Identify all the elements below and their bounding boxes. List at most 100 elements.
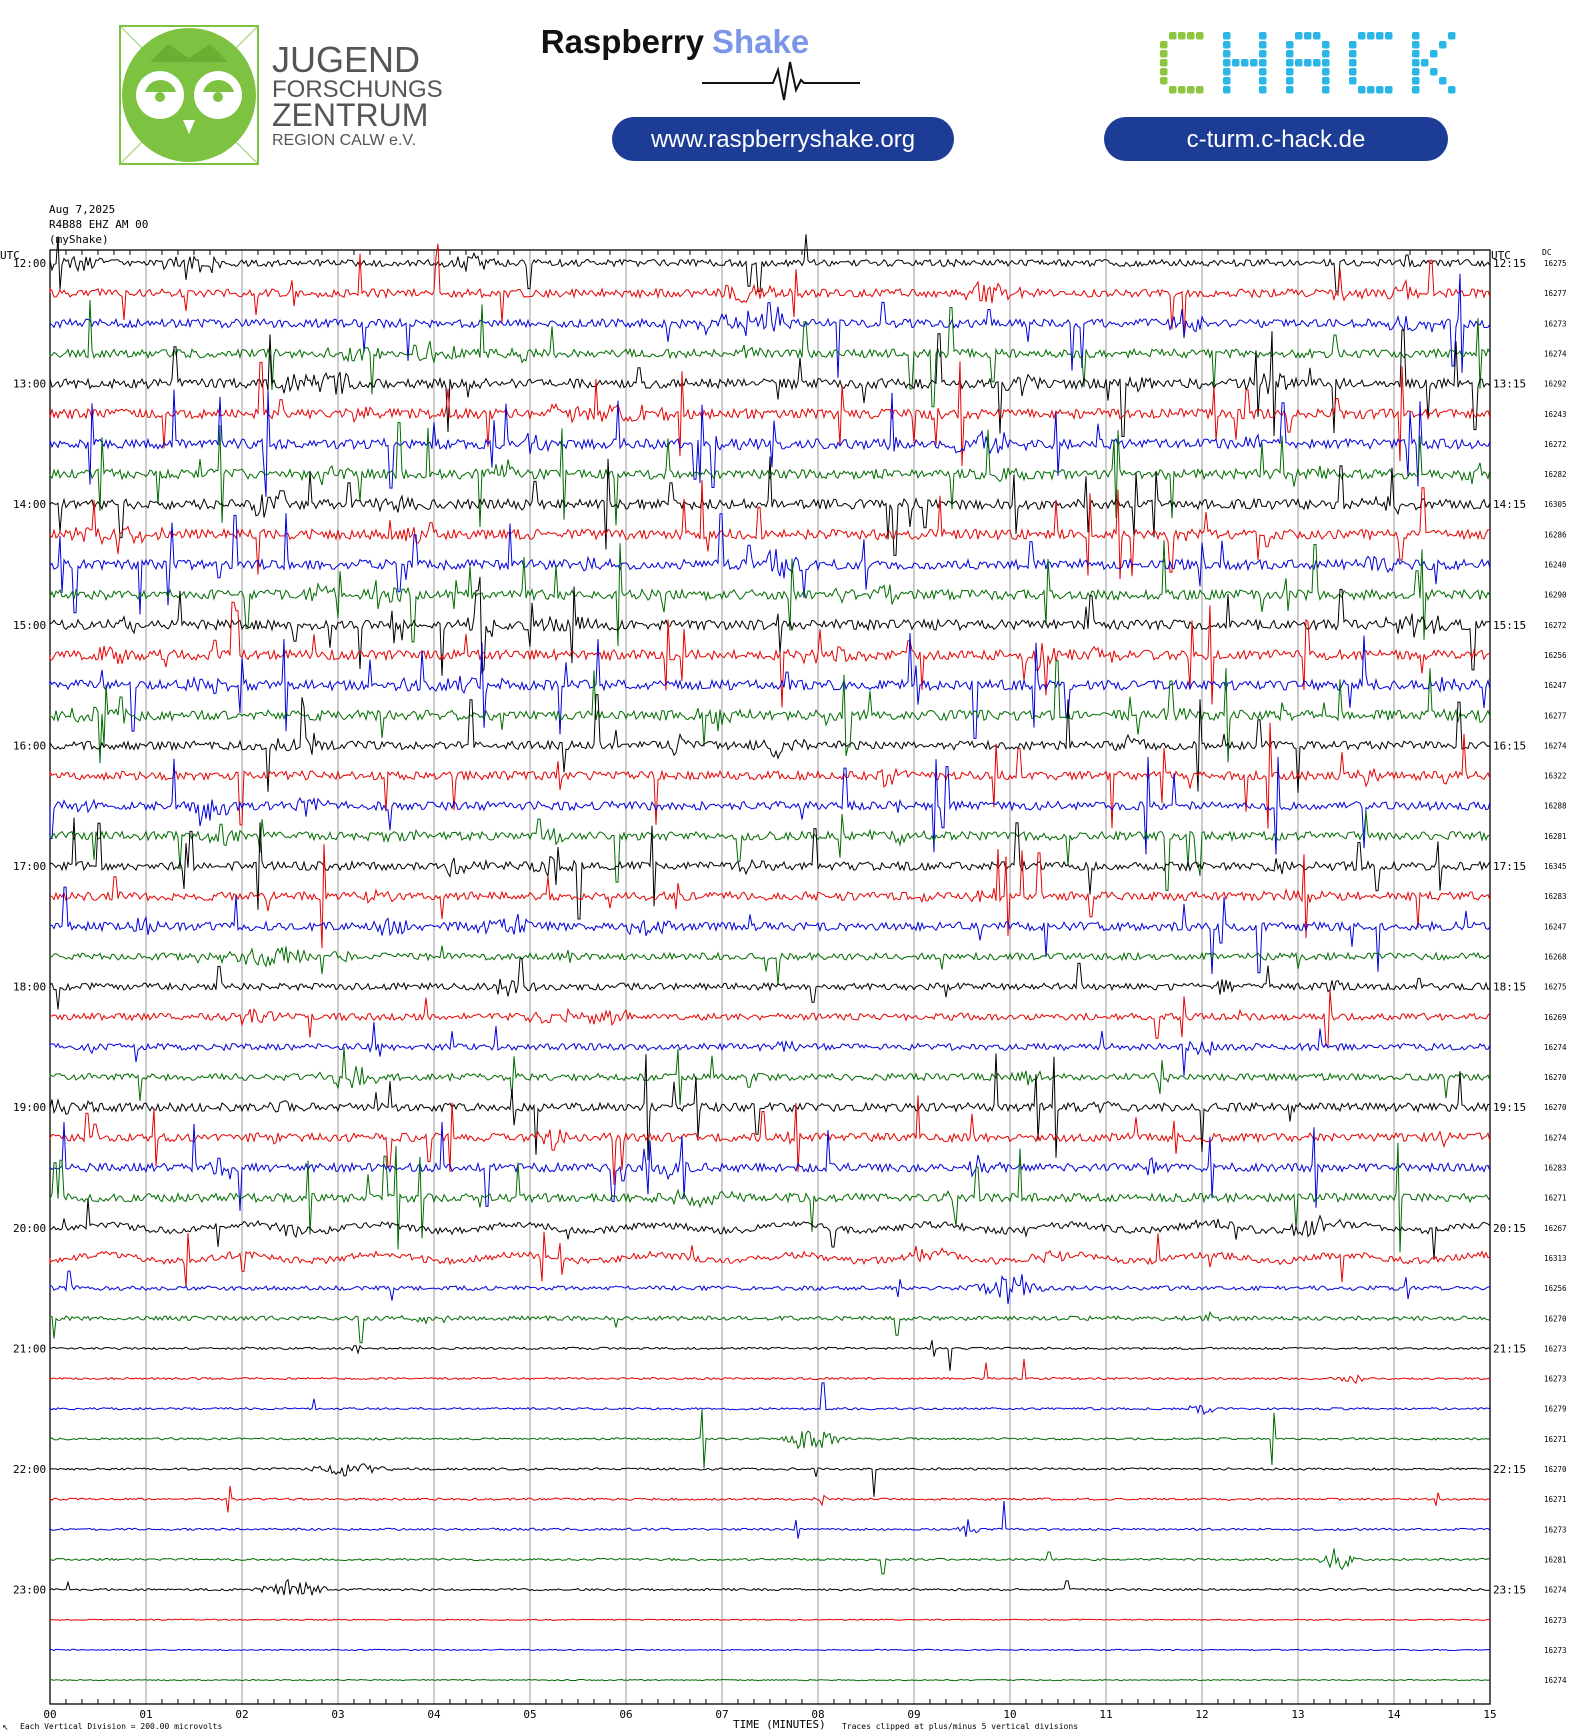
chack-dot xyxy=(1358,86,1366,94)
dc-offset-label: 16256 xyxy=(1544,651,1567,660)
chack-dot xyxy=(1196,32,1204,40)
chack-dot xyxy=(1304,59,1312,67)
x-tick-label: 02 xyxy=(235,1708,248,1721)
seismic-trace xyxy=(49,632,1491,739)
x-tick-label: 11 xyxy=(1099,1708,1112,1721)
hour-label-left: 22:00 xyxy=(13,1463,46,1476)
x-tick-label: 12 xyxy=(1195,1708,1208,1721)
dc-offset-label: 16283 xyxy=(1544,892,1567,901)
chack-dot xyxy=(1412,59,1420,67)
seismic-trace xyxy=(49,480,1491,580)
dc-offset-label: 16281 xyxy=(1544,1555,1567,1564)
chack-dot xyxy=(1412,50,1420,58)
chack-dot xyxy=(1259,41,1267,49)
dc-offset-label: 16292 xyxy=(1544,380,1567,389)
hour-label-right: 17:15 xyxy=(1493,860,1526,873)
hour-label-left: 14:00 xyxy=(13,498,46,511)
dc-offset-label: 16290 xyxy=(1544,591,1567,600)
seismic-trace xyxy=(49,1231,1491,1288)
seismic-trace xyxy=(49,329,1491,437)
chack-dot xyxy=(1286,59,1294,67)
dc-offset-label: 16273 xyxy=(1544,1616,1567,1625)
dc-offset-label: 16288 xyxy=(1544,802,1567,811)
chack-dot xyxy=(1313,59,1321,67)
seismic-trace xyxy=(49,1500,1491,1539)
chack-dot xyxy=(1385,86,1393,94)
seismic-trace xyxy=(49,1022,1491,1076)
dc-offset-label: 16271 xyxy=(1544,1194,1567,1203)
chack-dot xyxy=(1430,68,1438,76)
chack-url: c-turm.c-hack.de xyxy=(1187,126,1366,153)
header-banner: JUGEND FORSCHUNGS ZENTRUM REGION CALW e.… xyxy=(119,23,1456,165)
seismic-trace xyxy=(49,694,1491,793)
chack-dot xyxy=(1223,68,1231,76)
chack-logo xyxy=(1160,32,1456,94)
seismic-trace xyxy=(49,817,1491,920)
seismic-trace xyxy=(49,361,1491,467)
hour-label-right: 15:15 xyxy=(1493,619,1526,632)
hour-label-left: 13:00 xyxy=(13,378,46,391)
dc-offset-label: 16243 xyxy=(1544,410,1567,419)
footer-right-note: Traces clipped at plus/minus 5 vertical … xyxy=(842,1722,1078,1731)
chack-dot xyxy=(1295,59,1303,67)
seismic-trace xyxy=(49,1618,1491,1621)
minute-grid xyxy=(49,249,1491,1705)
dc-offset-label: 16286 xyxy=(1544,530,1567,539)
hour-label-left: 23:00 xyxy=(13,1584,46,1597)
seismic-trace xyxy=(49,1095,1491,1185)
jfz-line4: REGION CALW e.V. xyxy=(272,132,416,149)
x-tick-label: 09 xyxy=(907,1708,920,1721)
jfz-owl-logo xyxy=(119,25,259,165)
chack-dot xyxy=(1376,32,1384,40)
dc-offset-label: 16270 xyxy=(1544,1314,1567,1323)
dc-offset-label: 16345 xyxy=(1544,862,1567,871)
dc-offset-label: 16274 xyxy=(1544,1043,1567,1052)
chack-dot xyxy=(1313,32,1321,40)
date-label: Aug 7,2025 xyxy=(49,203,115,216)
hour-label-left: 20:00 xyxy=(13,1222,46,1235)
raspberryshake-url-pill[interactable]: www.raspberryshake.org xyxy=(612,117,954,161)
seismic-trace xyxy=(49,1142,1491,1253)
chack-dot xyxy=(1412,68,1420,76)
chack-dot xyxy=(1322,41,1330,49)
dc-offset-label: 16313 xyxy=(1544,1254,1567,1263)
axis-labels: 00 01 02 03 04 05 06 07 08 09 10 11 12 13 14 15 12:00 13:… xyxy=(13,257,1567,1721)
chack-url-pill[interactable]: c-turm.c-hack.de xyxy=(1104,117,1448,161)
seismic-trace xyxy=(49,1548,1491,1575)
chack-dot xyxy=(1223,77,1231,85)
hour-label-right: 22:15 xyxy=(1493,1463,1526,1476)
x-tick-label: 07 xyxy=(715,1708,728,1721)
chack-dot xyxy=(1412,77,1420,85)
dc-offset-label: 16305 xyxy=(1544,500,1567,509)
chack-dot xyxy=(1223,59,1231,67)
chack-dot xyxy=(1349,50,1357,58)
chack-dot xyxy=(1160,50,1168,58)
chack-dot xyxy=(1439,77,1447,85)
chack-dot xyxy=(1223,41,1231,49)
chack-dot xyxy=(1322,59,1330,67)
seismic-trace xyxy=(49,601,1491,708)
source-label: (myShake) xyxy=(49,233,109,246)
dc-offset-label: 16274 xyxy=(1544,741,1567,750)
chack-dot xyxy=(1349,77,1357,85)
plot-frame xyxy=(49,249,1491,1705)
chack-dot xyxy=(1232,59,1240,67)
seismic-trace xyxy=(49,1053,1491,1161)
dc-offset-label: 16274 xyxy=(1544,349,1567,358)
x-tick-label: 14 xyxy=(1387,1708,1401,1721)
station-label: R4B88 EHZ AM 00 xyxy=(49,218,148,231)
jfz-line3: ZENTRUM xyxy=(272,97,428,133)
seismic-trace xyxy=(49,722,1491,829)
dc-offset-label: 16277 xyxy=(1544,711,1567,720)
chack-dot xyxy=(1187,86,1195,94)
hour-label-left: 16:00 xyxy=(13,739,46,752)
seismic-trace xyxy=(49,1382,1491,1416)
utc-right-header: UTC xyxy=(1491,249,1511,262)
hour-label-left: 15:00 xyxy=(13,619,46,632)
x-tick-label: 10 xyxy=(1003,1708,1016,1721)
hour-label-left: 21:00 xyxy=(13,1342,46,1355)
hour-label-left: 19:00 xyxy=(13,1101,46,1114)
chack-dot xyxy=(1304,32,1312,40)
seismic-trace xyxy=(49,886,1491,975)
dc-offset-label: 16267 xyxy=(1544,1224,1567,1233)
